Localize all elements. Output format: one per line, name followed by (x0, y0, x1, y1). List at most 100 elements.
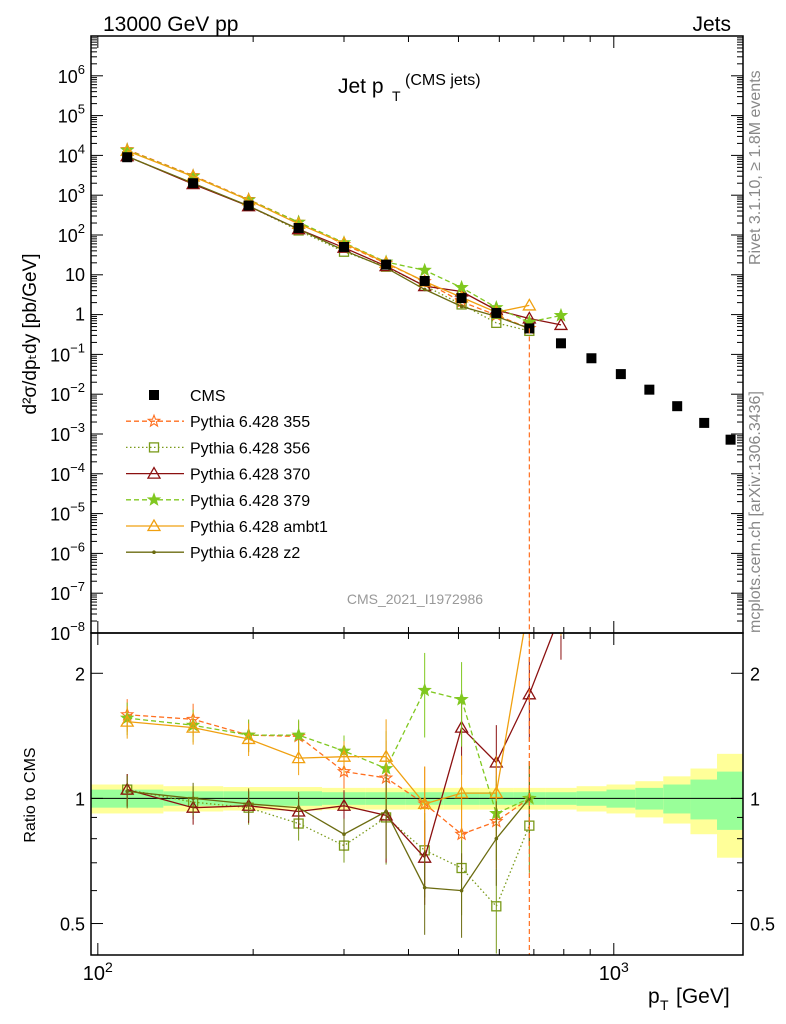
data-point (777, 472, 786, 482)
series-line (126, 155, 530, 330)
y-tick-label-exp: −3 (70, 420, 85, 435)
y-tick-label: 10−6 (50, 539, 85, 564)
data-point (699, 417, 710, 428)
y-tick-label-base: 10 (58, 146, 78, 166)
data-point (459, 304, 464, 309)
legend-entry: Pythia 6.428 z2 (126, 545, 300, 562)
x-tick-label-exp: 2 (105, 959, 113, 975)
y-tick-label-base: 10 (50, 385, 70, 405)
y-tick-label-exp: 6 (78, 62, 85, 77)
main-y-ticks: 10−810−710−610−510−410−310−210−111010210… (50, 37, 743, 644)
data-point (491, 307, 502, 318)
main-plot-panel: Jet p T (CMS jets) CMS_2021_I1972986 d²σ… (20, 37, 786, 644)
series-line (126, 150, 530, 313)
data-point (417, 796, 432, 810)
data-point (384, 809, 388, 814)
data-point (489, 785, 504, 799)
band-inner (717, 771, 743, 830)
series-line (126, 148, 530, 330)
x-axis-title: p T [GeV] (648, 985, 730, 1013)
data-point (417, 262, 432, 277)
data-point (188, 178, 199, 189)
data-point (615, 369, 626, 380)
data-point (454, 785, 469, 799)
legend-entry: Pythia 6.428 370 (126, 466, 310, 484)
ratio-frame (90, 632, 744, 956)
data-point (243, 200, 254, 211)
ratio-y-tick-label: 0.5 (60, 915, 85, 935)
y-tick-label: 10−3 (50, 420, 85, 445)
data-point (378, 749, 394, 762)
legend-label: Pythia 6.428 379 (190, 493, 310, 510)
jets-label: Jets (692, 13, 731, 36)
y-tick-label-exp: −7 (70, 579, 85, 594)
y-tick-label-base: 10 (58, 107, 78, 127)
ratio-y-tick-label-right: 0.5 (750, 915, 775, 935)
data-point (417, 682, 432, 697)
series-z2 (125, 154, 532, 331)
data-point (491, 317, 502, 329)
plot-title: Jet p T (CMS jets) (338, 72, 481, 104)
data-point (246, 802, 251, 806)
data-point (555, 338, 566, 349)
ratio-line (127, 790, 530, 892)
data-point (291, 727, 306, 742)
data-point (149, 390, 159, 400)
data-point (336, 764, 352, 778)
y-tick-label-exp: 3 (78, 181, 85, 196)
y-tick-label-base: 10 (50, 345, 70, 365)
data-point (494, 836, 499, 841)
ratio-axis-title: Ratio to CMS (22, 747, 39, 842)
data-point (522, 298, 537, 311)
y-axis-title: d²σ/dpₜdy [pb/GeV] (20, 254, 41, 415)
legend: CMS Pythia 6.428 355 Pythia 6.428 356 Pythi… (126, 388, 328, 562)
y-tick-label: 10−7 (50, 579, 85, 604)
data-point (454, 279, 469, 294)
ratio-y-tick-label: 2 (75, 664, 85, 684)
data-point (555, 582, 567, 593)
x-axis-title-p: p (648, 985, 660, 1008)
y-tick-label: 104 (58, 141, 85, 166)
data-point (459, 888, 464, 893)
y-tick-label-base: 10 (50, 584, 70, 604)
main-series (119, 142, 786, 633)
ratio-series (119, 582, 567, 955)
legend-label: Pythia 6.428 z2 (190, 545, 300, 562)
x-axis-title-unit: [GeV] (676, 985, 730, 1008)
process-label: 13000 GeV pp (103, 13, 238, 36)
x-tick-label: 103 (599, 959, 629, 985)
legend-entry: CMS (149, 388, 226, 405)
y-tick-label: 103 (58, 181, 85, 206)
y-tick-label-base: 10 (50, 505, 70, 525)
y-tick-label-exp: 4 (78, 141, 85, 156)
band-inner (663, 784, 691, 814)
y-tick-label: 105 (58, 102, 85, 127)
main-frame (90, 35, 744, 634)
data-point (342, 832, 346, 837)
ratio-y-tick-label-right: 2 (750, 664, 760, 684)
y-tick-label-base: 10 (58, 67, 78, 87)
data-point (146, 466, 162, 479)
y-tick-label-exp: −8 (70, 619, 85, 634)
y-tick-label-base: 10 (50, 465, 70, 485)
x-tick-label-base: 10 (599, 963, 621, 985)
y-tick-label-exp: −5 (70, 500, 85, 515)
y-tick-label-exp: −4 (70, 460, 85, 475)
y-tick-label: 1 (75, 305, 85, 325)
data-point (336, 749, 352, 762)
data-point (185, 720, 201, 733)
ratio-y-tick-label-right: 1 (750, 789, 760, 809)
data-point (553, 317, 569, 331)
data-point (336, 798, 352, 811)
y-tick-label: 10−8 (50, 619, 85, 644)
data-point (120, 714, 135, 727)
data-point (491, 901, 502, 912)
x-axis-title-sub: T (660, 997, 669, 1013)
data-point (527, 796, 532, 801)
y-tick-label-base: 10 (50, 544, 70, 564)
legend-label: CMS (190, 388, 226, 405)
y-tick-label-exp: −6 (70, 539, 85, 554)
x-tick-label: 102 (83, 959, 113, 985)
data-point (293, 222, 304, 233)
